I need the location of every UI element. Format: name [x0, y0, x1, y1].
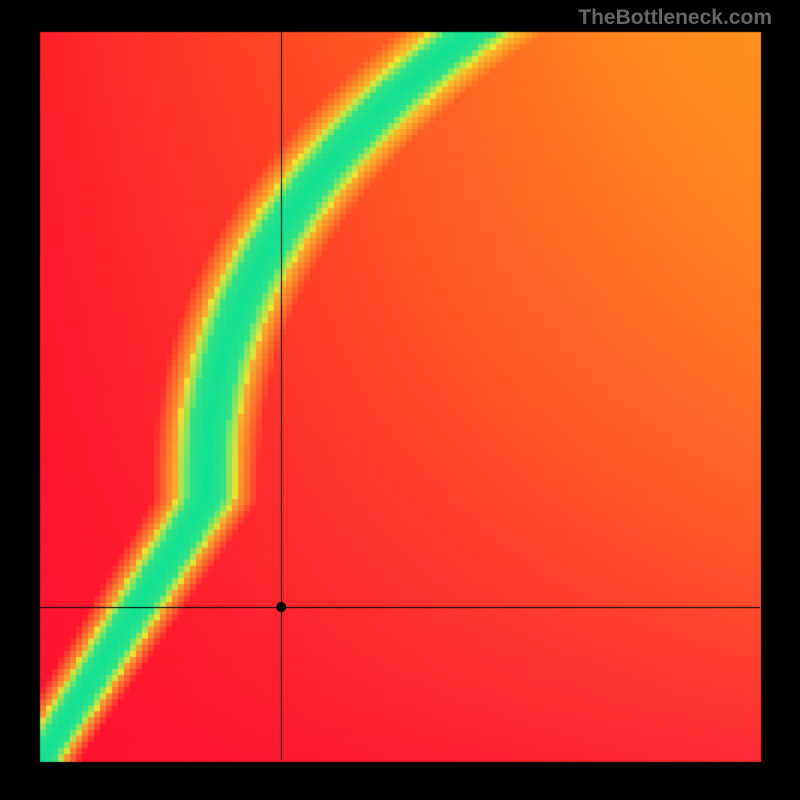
- bottleneck-heatmap: [0, 0, 800, 800]
- chart-container: TheBottleneck.com: [0, 0, 800, 800]
- watermark-text: TheBottleneck.com: [578, 6, 772, 30]
